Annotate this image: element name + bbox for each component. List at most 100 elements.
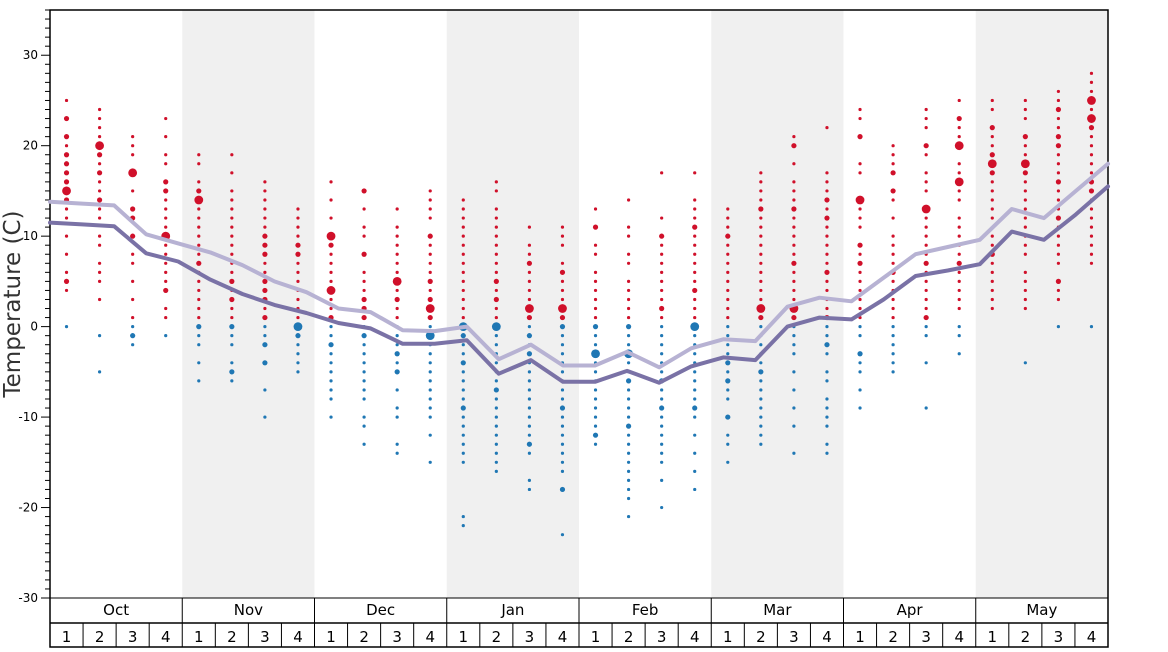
lower-line (48, 184, 1110, 385)
warm-dot (262, 278, 268, 284)
warm-dot (891, 216, 895, 220)
cold-dot (726, 343, 730, 347)
cold-dot (858, 334, 862, 338)
warm-dot (1087, 114, 1096, 123)
warm-dot (296, 315, 300, 320)
warm-dot (923, 314, 929, 321)
warm-dot (1089, 153, 1094, 157)
month-label: May (1026, 601, 1057, 619)
warm-dot (924, 243, 928, 247)
warm-dot (560, 243, 565, 247)
y-tick-label: 30 (23, 48, 38, 62)
warm-dot (989, 170, 995, 176)
warm-dot (230, 234, 234, 238)
cold-dot (593, 343, 598, 347)
warm-dot (128, 168, 138, 178)
cold-dot (957, 334, 961, 338)
warm-dot (362, 234, 366, 238)
warm-dot (759, 171, 763, 175)
warm-dot (1055, 215, 1062, 221)
warm-dot (792, 135, 796, 139)
warm-dot (825, 189, 829, 193)
warm-dot (1056, 198, 1061, 202)
warm-dot (857, 134, 863, 140)
warm-dot (756, 304, 766, 313)
cold-dot (428, 406, 432, 410)
cold-dot (196, 324, 202, 330)
warm-dot (1023, 270, 1027, 274)
warm-dot (130, 233, 136, 239)
cold-dot (957, 352, 961, 356)
cold-dot (428, 379, 432, 383)
cold-dot (693, 379, 697, 383)
week-label: 2 (756, 628, 766, 646)
cold-dot (825, 334, 829, 338)
cold-dot (130, 333, 136, 339)
cold-dot (725, 378, 731, 384)
warm-dot (825, 234, 829, 238)
warm-dot (990, 306, 994, 311)
warm-dot (891, 261, 895, 265)
warm-dot (693, 252, 697, 256)
warm-dot (329, 306, 333, 311)
warm-dot (990, 243, 994, 247)
cold-dot (262, 342, 268, 348)
cold-dot (693, 397, 697, 401)
warm-dot (329, 252, 333, 256)
week-label: 3 (789, 628, 799, 646)
warm-dot (461, 198, 465, 202)
warm-dot (395, 270, 399, 274)
cold-dot (759, 442, 763, 446)
cold-dot (693, 352, 697, 356)
cold-dot (858, 370, 862, 374)
cold-dot (494, 442, 498, 446)
cold-dot (329, 352, 333, 356)
warm-dot (1056, 234, 1061, 238)
warm-dot (626, 252, 631, 256)
cold-dot (395, 343, 399, 347)
cold-dot (792, 406, 796, 410)
week-label: 3 (525, 628, 535, 646)
warm-dot (97, 243, 102, 247)
warm-dot (924, 189, 928, 193)
cold-dot (560, 533, 565, 537)
warm-dot (164, 306, 168, 311)
warm-dot (427, 314, 433, 321)
week-label: 4 (690, 628, 700, 646)
warm-dot (526, 314, 533, 321)
warm-dot (164, 153, 168, 157)
month-band (975, 10, 1108, 598)
warm-dot (1055, 179, 1062, 185)
warm-dot (428, 261, 432, 265)
warm-dot (726, 207, 730, 211)
warm-dot (1056, 189, 1061, 193)
cold-dot (626, 460, 631, 464)
cold-dot (792, 334, 796, 338)
cold-dot (560, 352, 565, 356)
cold-dot (693, 334, 697, 338)
warm-dot (857, 260, 863, 266)
cold-dot (263, 325, 267, 329)
warm-dot (693, 171, 697, 175)
warm-dot (692, 224, 698, 230)
warm-dot (924, 225, 928, 229)
warm-dot (990, 234, 994, 238)
cold-dot (460, 333, 466, 339)
warm-dot (593, 207, 598, 211)
warm-dot (164, 252, 168, 256)
warm-dot (626, 306, 631, 311)
cold-dot (593, 406, 598, 410)
warm-dot (197, 243, 201, 247)
warm-dot (494, 234, 498, 238)
warm-dot (494, 288, 498, 293)
warm-dot (726, 306, 730, 311)
warm-dot (361, 296, 367, 303)
warm-dot (593, 243, 598, 247)
warm-dot (197, 162, 201, 166)
cold-dot (560, 415, 565, 419)
cold-dot (593, 442, 598, 446)
warm-dot (792, 234, 796, 238)
week-label: 4 (822, 628, 832, 646)
cold-dot (726, 460, 730, 464)
warm-dot (1056, 116, 1061, 121)
